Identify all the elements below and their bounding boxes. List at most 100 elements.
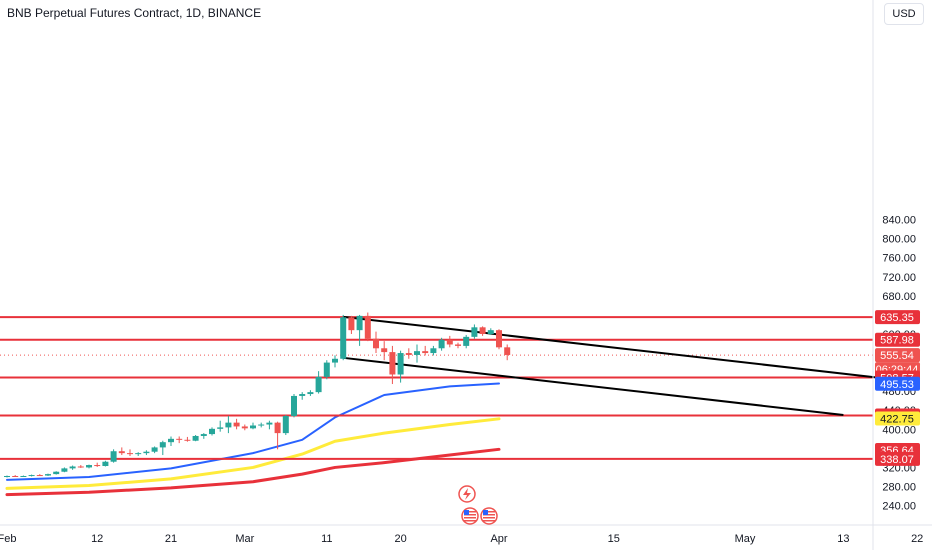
y-tick-label: 280.00 (882, 481, 916, 493)
candle (77, 465, 84, 468)
candle-body (45, 474, 51, 476)
candle-body (282, 415, 289, 434)
moving-average-line (5, 447, 501, 497)
candle-body (446, 339, 453, 345)
moving-averages (5, 382, 501, 497)
candle (69, 465, 76, 470)
candle-body (143, 451, 150, 454)
lightning-glyph (463, 488, 471, 500)
candle-body (217, 427, 224, 429)
candle-body (487, 330, 494, 334)
price-label: 422.75 (875, 411, 920, 426)
trendlines (343, 315, 901, 416)
candle (487, 328, 494, 335)
candle (496, 329, 502, 350)
candle-body (348, 317, 355, 331)
candle-body (422, 351, 429, 354)
candle (323, 360, 330, 380)
horizontal-levels (0, 316, 873, 460)
candles (4, 312, 511, 478)
candle (209, 427, 215, 436)
trendline (343, 315, 901, 382)
candle (53, 471, 60, 475)
candle (250, 422, 256, 430)
candle (348, 315, 355, 334)
candle-body (127, 453, 133, 455)
candle (504, 344, 511, 361)
candle (258, 422, 265, 428)
x-tick-label: Feb (0, 533, 16, 545)
candle (61, 467, 68, 473)
candle-body (233, 422, 240, 427)
candle (20, 475, 27, 478)
candle (291, 394, 297, 418)
candle (373, 331, 379, 354)
candle-body (61, 468, 68, 472)
flag-stripe (464, 514, 476, 516)
candle-body (455, 344, 461, 346)
candle-body (94, 465, 101, 467)
price-label-text: 555.54 (880, 350, 914, 362)
candle-body (168, 438, 174, 443)
candle-body (20, 476, 27, 478)
candle-body (118, 451, 125, 454)
candle-body (389, 352, 396, 375)
candle (340, 314, 347, 361)
candle-body (430, 348, 437, 354)
candle (307, 390, 314, 396)
x-tick-label: Mar (235, 533, 254, 545)
candle-body (364, 315, 371, 339)
event-icons (458, 485, 498, 525)
y-tick-label: 400.00 (882, 424, 916, 436)
candle-body (266, 422, 273, 425)
y-tick-label: 760.00 (882, 253, 916, 265)
us-flag-event-icon (461, 507, 479, 525)
candle (299, 392, 306, 400)
x-tick-label: May (735, 533, 756, 545)
candle-body (151, 447, 158, 452)
candle-body (159, 442, 166, 448)
candle-body (135, 453, 142, 455)
price-label-bg (875, 411, 920, 426)
candle-body (69, 466, 76, 469)
candle-body (4, 476, 10, 478)
candle-body (381, 348, 388, 353)
price-label-text: 587.98 (880, 335, 914, 347)
candle (192, 435, 199, 442)
candle (381, 341, 388, 361)
price-label-bg (875, 310, 920, 325)
price-label-bg (875, 376, 920, 391)
candle (233, 418, 240, 430)
price-label-text: 338.07 (880, 454, 914, 466)
candle (241, 424, 248, 431)
candle (36, 474, 43, 477)
candle (389, 345, 396, 385)
flag-canton (483, 510, 488, 515)
candle (471, 324, 478, 339)
x-tick-label: 11 (321, 533, 332, 545)
candle-body (496, 330, 502, 348)
candle-body (258, 424, 265, 426)
flag-stripe (483, 517, 495, 519)
price-label: 635.35 (875, 310, 920, 325)
candle-body (414, 351, 420, 355)
candle (200, 433, 207, 439)
candle (266, 420, 273, 430)
candle-body (12, 476, 19, 478)
flag-stripe (464, 511, 476, 513)
candle (397, 350, 404, 383)
price-label: 587.98 (875, 332, 920, 347)
price-label-text: 422.75 (880, 413, 914, 425)
candle-body (479, 327, 486, 334)
y-tick-label: 240.00 (882, 501, 916, 513)
candle (159, 440, 166, 456)
currency-button[interactable]: USD (884, 3, 924, 25)
candle (110, 449, 117, 463)
candle (45, 473, 51, 477)
candle (405, 348, 412, 359)
candle-body (184, 439, 191, 441)
candle-body (323, 362, 330, 377)
